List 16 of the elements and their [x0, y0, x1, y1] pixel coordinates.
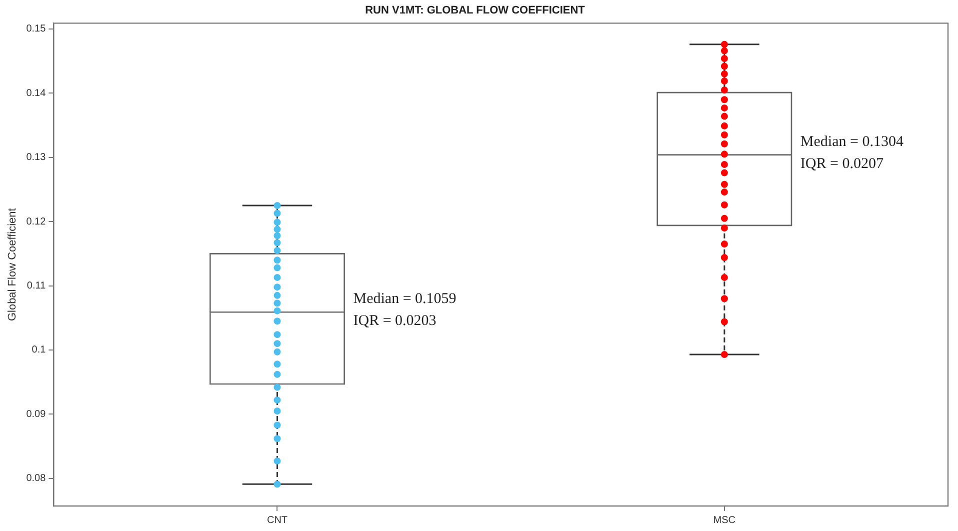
- y-tick-label: 0.1: [32, 344, 46, 356]
- y-tick-label: 0.11: [26, 280, 46, 292]
- y-tick-label: 0.15: [26, 24, 46, 35]
- annotation: Median = 0.1059: [353, 291, 456, 308]
- y-axis-title: Global Flow Coefficient: [6, 208, 19, 322]
- y-tick-label: 0.13: [26, 152, 46, 164]
- x-tick-label: MSC: [713, 514, 736, 526]
- y-tick-label: 0.14: [26, 88, 46, 99]
- annotation: IQR = 0.0207: [800, 156, 884, 172]
- chart-title: RUN V1MT: GLOBAL FLOW COEFFICIENT: [365, 4, 586, 17]
- y-tick-label: 0.12: [26, 216, 46, 228]
- annotation: IQR = 0.0203: [353, 313, 436, 330]
- annotation: Median = 0.1304: [800, 134, 904, 150]
- y-tick-label: 0.08: [26, 473, 46, 484]
- y-tick-label: 0.09: [26, 408, 46, 420]
- x-tick-label: CNT: [266, 514, 288, 526]
